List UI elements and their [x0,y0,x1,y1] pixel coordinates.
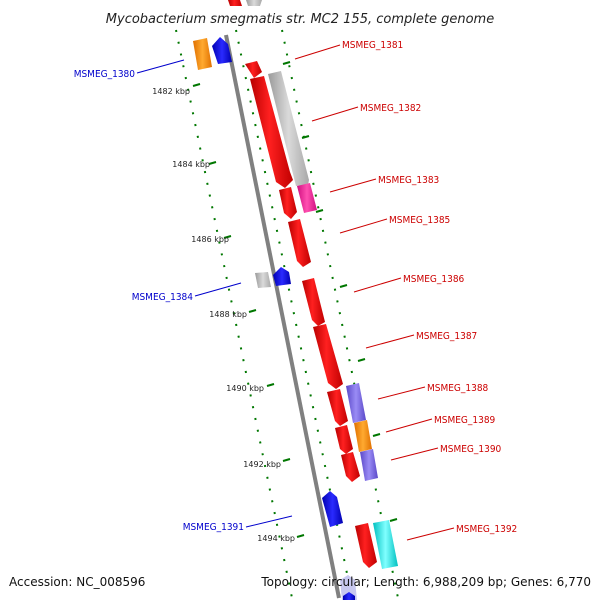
label-connector [245,515,293,528]
scale-label: 1490 kbp [226,384,264,393]
gene-label-msmeg-1389[interactable]: MSMEG_1389 [434,415,496,426]
scale-label: 1492 kbp [243,460,281,469]
guide-tick [357,358,366,362]
gene-feature-magenta[interactable] [297,183,317,213]
gene-feature-blue-arrow[interactable] [212,37,232,64]
scale-label: 1484 kbp [172,160,210,169]
dotted-guide-inner-right [235,29,353,599]
label-connector [377,386,426,400]
gene-feature-red-arrow[interactable] [302,278,325,326]
right-guide-ticks [282,61,398,522]
scale-label: 1488 kbp [209,310,247,319]
guide-tick [372,433,381,437]
gene-label-msmeg-1392[interactable]: MSMEG_1392 [456,524,517,535]
label-connector [339,218,388,234]
gene-label-msmeg-1381[interactable]: MSMEG_1381 [342,40,403,51]
label-connector [311,106,359,122]
gene-label-msmeg-1383[interactable]: MSMEG_1383 [378,175,439,186]
label-connector [136,59,185,74]
label-connector [406,527,455,541]
gene-label-msmeg-1391[interactable]: MSMEG_1391 [183,522,244,533]
gene-label-msmeg-1386[interactable]: MSMEG_1386 [403,274,465,285]
scale-tick [282,458,291,462]
gene-label-msmeg-1390[interactable]: MSMEG_1390 [440,444,502,455]
dotted-guide-inner-left [175,29,293,599]
scale-tick [192,83,201,87]
gene-feature-red-arrow[interactable] [341,452,360,482]
gene-label-msmeg-1385[interactable]: MSMEG_1385 [389,215,450,226]
gene-feature-purple[interactable] [360,449,378,481]
gene-label-msmeg-1387[interactable]: MSMEG_1387 [416,331,477,342]
gene-feature-red-arrow[interactable] [288,219,311,267]
gene-feature-red-arrow[interactable] [250,76,293,188]
gene-feature-blue-arrow[interactable] [273,267,291,286]
gene-feature-partial-bottom[interactable] [343,592,355,600]
guide-tick [301,135,310,139]
scale-tick [296,534,305,538]
scale-labels: 1482 kbp 1484 kbp 1486 kbp 1488 kbp 1490… [152,87,295,543]
gene-feature-grey[interactable] [268,71,309,186]
accession-text: Accession: NC_008596 [9,575,145,589]
scale-label: 1494 kbp [257,534,295,543]
scale-label: 1486 kbp [191,235,229,244]
guide-tick [339,284,348,288]
gene-feature-orange[interactable] [354,420,372,452]
gene-label-msmeg-1382[interactable]: MSMEG_1382 [360,103,421,114]
genome-backbone [224,34,341,599]
gene-feature-red-arrow[interactable] [245,61,262,78]
genome-summary-text: Topology: circular; Length: 6,988,209 bp… [260,575,591,589]
gene-feature-partial-bottom[interactable] [340,575,357,600]
gene-labels: MSMEG_1381 MSMEG_1382 MSMEG_1383 MSMEG_1… [74,40,518,535]
scale-tick [223,235,232,239]
dotted-guides [175,29,399,599]
gene-feature-partial-top[interactable] [228,0,242,6]
label-connector [353,277,402,293]
scale-tick [248,309,257,313]
gene-feature-red-arrow[interactable] [335,425,353,454]
gene-label-msmeg-1388[interactable]: MSMEG_1388 [427,383,489,394]
label-connector [294,44,341,60]
gene-feature-orange[interactable] [193,38,212,70]
label-connector [385,418,433,433]
label-connector [390,447,439,461]
label-connectors-red [294,44,455,541]
gene-feature-red-arrow[interactable] [279,187,297,219]
gene-feature-blue-arrow[interactable] [322,491,343,527]
label-connector [329,178,377,193]
label-connector [194,282,242,297]
gene-feature-red-arrow[interactable] [355,523,377,568]
scale-ticks [192,83,305,538]
map-title: Mycobacterium smegmatis str. MC2 155, co… [106,12,494,27]
gene-feature-red-arrow[interactable] [327,389,348,426]
guide-tick [389,518,398,522]
gene-feature-red-arrow[interactable] [313,324,343,389]
guide-tick [315,209,324,213]
gene-feature-partial-top[interactable] [246,0,262,6]
gene-feature-grey[interactable] [255,272,271,288]
guide-tick [282,61,291,65]
gene-label-msmeg-1380[interactable]: MSMEG_1380 [74,69,136,80]
gene-feature-purple[interactable] [346,383,366,423]
scale-tick [208,161,217,165]
gene-feature-cyan[interactable] [373,520,398,569]
dotted-guide-outer-right [281,29,399,599]
scale-label: 1482 kbp [152,87,190,96]
label-connectors-blue [136,59,293,528]
scale-tick [266,383,275,387]
label-connector [365,334,415,349]
gene-label-msmeg-1384[interactable]: MSMEG_1384 [132,292,194,303]
